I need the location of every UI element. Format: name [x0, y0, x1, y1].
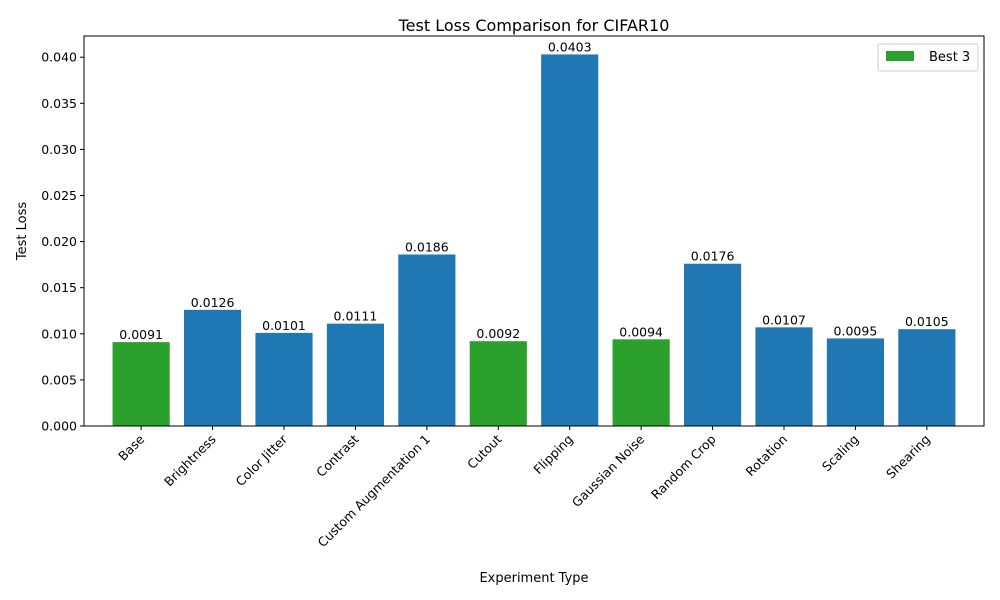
bar [326, 323, 384, 426]
y-tick-label: 0.025 [41, 188, 77, 203]
x-tick-label: Brightness [161, 432, 219, 490]
y-tick-label: 0.000 [41, 419, 77, 434]
bar [255, 332, 313, 426]
x-tick-label: Contrast [313, 431, 361, 479]
y-tick-label: 0.005 [41, 372, 77, 387]
y-tick-label: 0.035 [41, 96, 77, 111]
y-axis-title: Test Loss [15, 202, 30, 261]
plot-area: 0.000 0.005 0.010 0.015 0.020 0.025 0.030 0.035… [41, 35, 985, 550]
legend-label: Best 3 [929, 50, 970, 65]
axes-frame [83, 35, 985, 427]
x-tick-label: Random Crop [648, 431, 719, 502]
bar [826, 338, 884, 426]
legend: Best 3 [877, 43, 979, 72]
y-tick-label: 0.015 [41, 280, 77, 295]
bar [612, 339, 670, 426]
x-tick-label: Shearing [883, 432, 933, 482]
x-tick-label: Flipping [530, 432, 575, 477]
bar-value-label: 0.0107 [762, 312, 806, 327]
x-tick-label: Color Jitter [233, 431, 291, 489]
bar-value-label: 0.0403 [548, 39, 592, 54]
x-tick-label: Rotation [743, 432, 791, 480]
bar [112, 342, 170, 426]
bar-value-label: 0.0094 [619, 324, 663, 339]
x-axis-title: Experiment Type [479, 571, 588, 586]
y-tick-label: 0.030 [41, 142, 77, 157]
bar-value-label: 0.0101 [262, 318, 306, 333]
x-tick-label: Scaling [819, 432, 862, 475]
bar-value-label: 0.0091 [119, 327, 163, 342]
chart-title: Test Loss Comparison for CIFAR10 [398, 16, 670, 35]
x-tick-label: Cutout [464, 431, 504, 471]
bar-value-label: 0.0095 [834, 323, 878, 338]
bar-value-label: 0.0176 [691, 249, 735, 264]
y-tick-label: 0.020 [41, 234, 77, 249]
bar-value-label: 0.0111 [334, 309, 378, 324]
x-tick-label: Gaussian Noise [569, 431, 648, 510]
y-tick-label: 0.010 [41, 326, 77, 341]
bar [898, 329, 956, 426]
bar-value-label: 0.0092 [476, 326, 520, 341]
bar [684, 263, 742, 426]
bar [541, 54, 599, 426]
bar-value-label: 0.0105 [905, 314, 949, 329]
bar [184, 309, 242, 426]
bar [755, 327, 813, 426]
legend-frame [877, 43, 979, 72]
bar [469, 341, 527, 426]
y-tick-label: 0.040 [41, 50, 77, 65]
bar-value-label: 0.0126 [191, 295, 235, 310]
bar [398, 254, 456, 426]
bar-value-label: 0.0186 [405, 240, 449, 255]
legend-swatch-best-3 [886, 51, 914, 61]
x-tick-label: Base [115, 431, 147, 463]
